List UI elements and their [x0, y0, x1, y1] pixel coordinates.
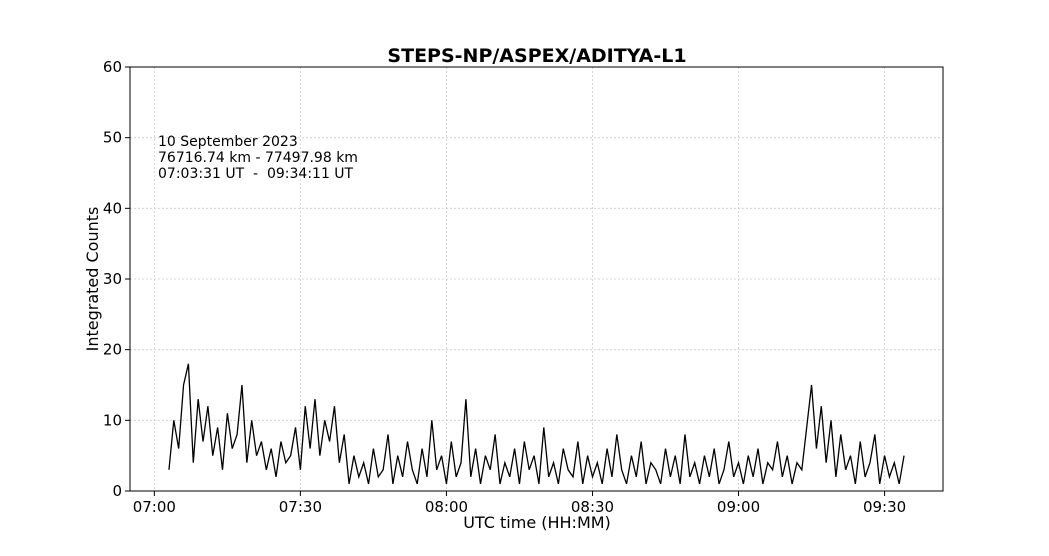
y-tick-label: 20	[103, 341, 122, 359]
y-tick-label: 40	[103, 199, 122, 217]
y-tick-label: 0	[112, 482, 122, 500]
chart-title: STEPS-NP/ASPEX/ADITYA-L1	[387, 45, 686, 67]
data-line	[168, 363, 905, 485]
y-tick-label: 60	[103, 58, 122, 76]
annotation: 07:03:31 UT - 09:34:11 UT	[158, 166, 354, 182]
annotation: 10 September 2023	[158, 134, 298, 150]
x-tick-label: 09:30	[863, 498, 906, 516]
y-axis-label: Integrated Counts	[83, 207, 102, 352]
x-tick-label: 08:00	[425, 498, 468, 516]
annotation: 76716.74 km - 77497.98 km	[158, 150, 358, 166]
x-axis-label: UTC time (HH:MM)	[463, 513, 611, 532]
x-tick-label: 09:00	[717, 498, 760, 516]
x-tick-label: 07:00	[133, 498, 176, 516]
x-tick-label: 07:30	[279, 498, 322, 516]
plot-frame	[129, 66, 944, 492]
y-tick-label: 30	[103, 270, 122, 288]
y-tick-label: 50	[103, 129, 122, 147]
x-tick-label: 08:30	[571, 498, 614, 516]
y-tick-label: 10	[103, 411, 122, 429]
